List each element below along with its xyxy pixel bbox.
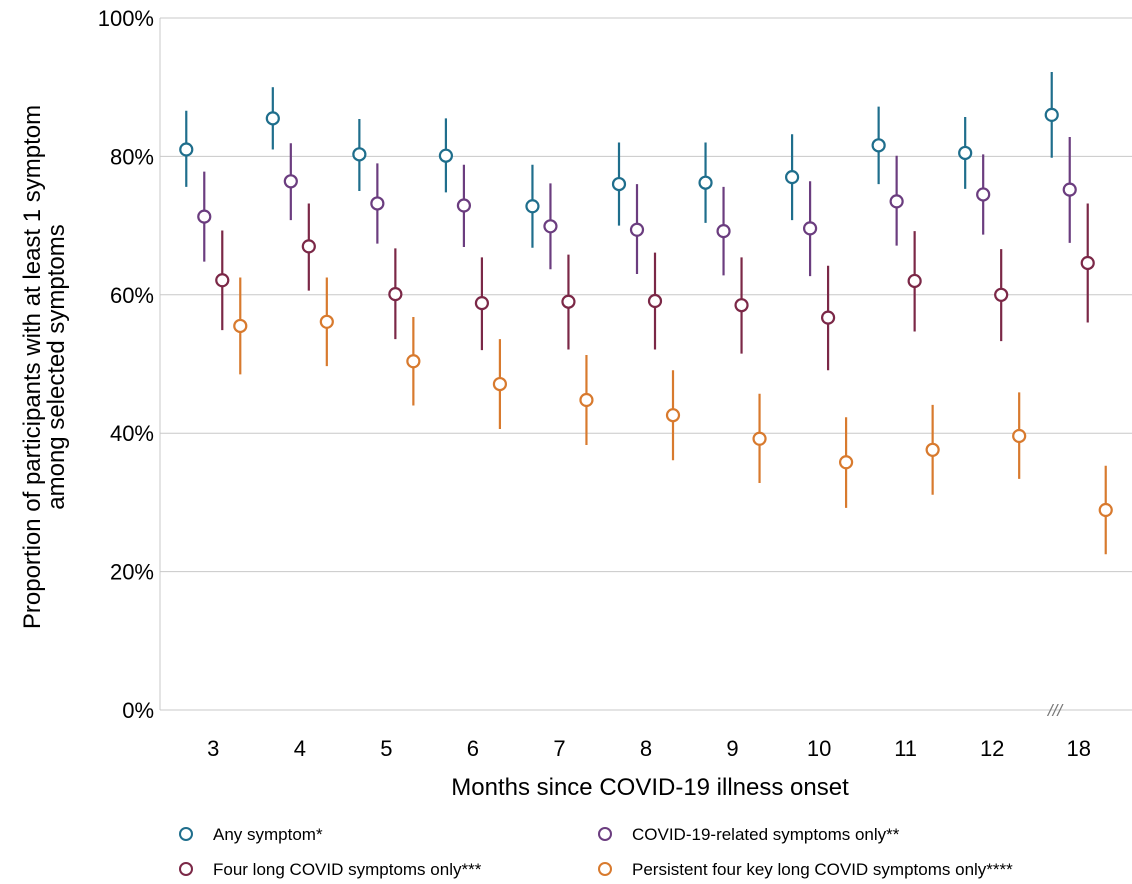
data-point xyxy=(976,187,991,202)
series-group xyxy=(197,137,1077,277)
x-tick-label: 10 xyxy=(807,736,831,761)
data-point xyxy=(734,298,749,313)
data-point xyxy=(456,198,472,213)
x-tick-label: 4 xyxy=(294,736,306,761)
y-tick-label: 0% xyxy=(122,698,154,723)
data-point xyxy=(784,170,800,185)
legend-marker xyxy=(179,827,193,841)
legend-marker xyxy=(179,862,193,876)
legend-item: Four long COVID symptoms only*** xyxy=(179,860,482,879)
x-tick-label: 6 xyxy=(467,736,479,761)
y-tick-label: 40% xyxy=(110,421,154,446)
data-point xyxy=(1044,107,1059,122)
data-point xyxy=(406,354,421,369)
data-point xyxy=(215,273,230,288)
legend-label: Any symptom* xyxy=(213,825,323,844)
data-point xyxy=(611,176,627,192)
data-point xyxy=(716,224,731,239)
legend-item: COVID-19-related symptoms only** xyxy=(598,825,900,844)
x-tick-label: 5 xyxy=(380,736,392,761)
data-point xyxy=(438,148,454,163)
data-point xyxy=(629,222,645,237)
data-point xyxy=(925,442,940,457)
data-point xyxy=(474,296,490,311)
data-point xyxy=(197,209,212,224)
y-tick-label: 100% xyxy=(98,6,154,31)
data-point xyxy=(907,273,922,289)
data-point xyxy=(958,145,973,161)
y-tick-label: 60% xyxy=(110,283,154,308)
data-point xyxy=(233,318,248,334)
data-point xyxy=(889,194,904,209)
data-point xyxy=(647,293,663,309)
y-axis-label: Proportion of participants with at least… xyxy=(19,105,70,629)
data-point xyxy=(370,196,385,211)
legend: Any symptom* COVID-19-related symptoms on… xyxy=(179,825,1013,879)
legend-label: Four long COVID symptoms only*** xyxy=(213,860,482,879)
x-tick-label: 11 xyxy=(894,736,917,761)
legend-marker xyxy=(598,862,612,876)
legend-item: Persistent four key long COVID symptoms … xyxy=(598,860,1013,879)
data-point xyxy=(1062,182,1077,197)
legend-label: Persistent four key long COVID symptoms … xyxy=(632,860,1013,879)
data-point xyxy=(265,111,280,126)
data-point xyxy=(1080,255,1095,271)
data-point xyxy=(698,175,713,190)
data-point xyxy=(802,221,818,236)
data-point xyxy=(179,142,194,157)
legend-item: Any symptom* xyxy=(179,825,323,844)
x-tick-label: 18 xyxy=(1066,736,1090,761)
axis-break-mark: /// xyxy=(1047,701,1064,720)
data-point xyxy=(1098,502,1113,518)
data-point xyxy=(994,287,1009,302)
x-tick-label: 9 xyxy=(726,736,738,761)
data-point xyxy=(579,392,594,408)
data-marks xyxy=(179,71,1113,555)
y-tick-labels: 0% 20% 40% 60% 80% 100% xyxy=(98,6,154,723)
grid-lines xyxy=(159,17,1132,711)
data-point xyxy=(561,294,576,309)
x-tick-label: 3 xyxy=(207,736,219,761)
y-axis-label-line2: among selected symptoms xyxy=(43,224,70,509)
data-point xyxy=(283,174,298,189)
y-tick-label: 20% xyxy=(110,560,154,585)
series-group xyxy=(215,203,1095,371)
series-group xyxy=(233,277,1113,555)
series-group xyxy=(179,71,1059,248)
x-tick-labels: 3 4 5 6 7 8 9 10 11 12 18 xyxy=(207,736,1091,761)
x-tick-label: 8 xyxy=(640,736,652,761)
data-point xyxy=(525,199,540,214)
data-point xyxy=(319,314,334,329)
data-point xyxy=(752,431,767,446)
data-point xyxy=(388,287,403,302)
y-tick-label: 80% xyxy=(110,144,154,169)
data-point xyxy=(543,219,558,234)
x-axis-label: Months since COVID-19 illness onset xyxy=(451,774,849,801)
x-tick-label: 12 xyxy=(980,736,1004,761)
y-axis-label-line1: Proportion of participants with at least… xyxy=(19,105,46,629)
data-point xyxy=(871,138,886,153)
data-point xyxy=(1012,428,1027,444)
data-point xyxy=(665,408,681,423)
data-point xyxy=(820,310,836,325)
data-point xyxy=(301,239,316,254)
legend-marker xyxy=(598,827,612,841)
data-point xyxy=(492,376,508,392)
legend-label: COVID-19-related symptoms only** xyxy=(632,825,900,844)
data-point xyxy=(352,147,367,162)
data-point xyxy=(838,455,854,470)
x-tick-label: 7 xyxy=(553,736,565,761)
